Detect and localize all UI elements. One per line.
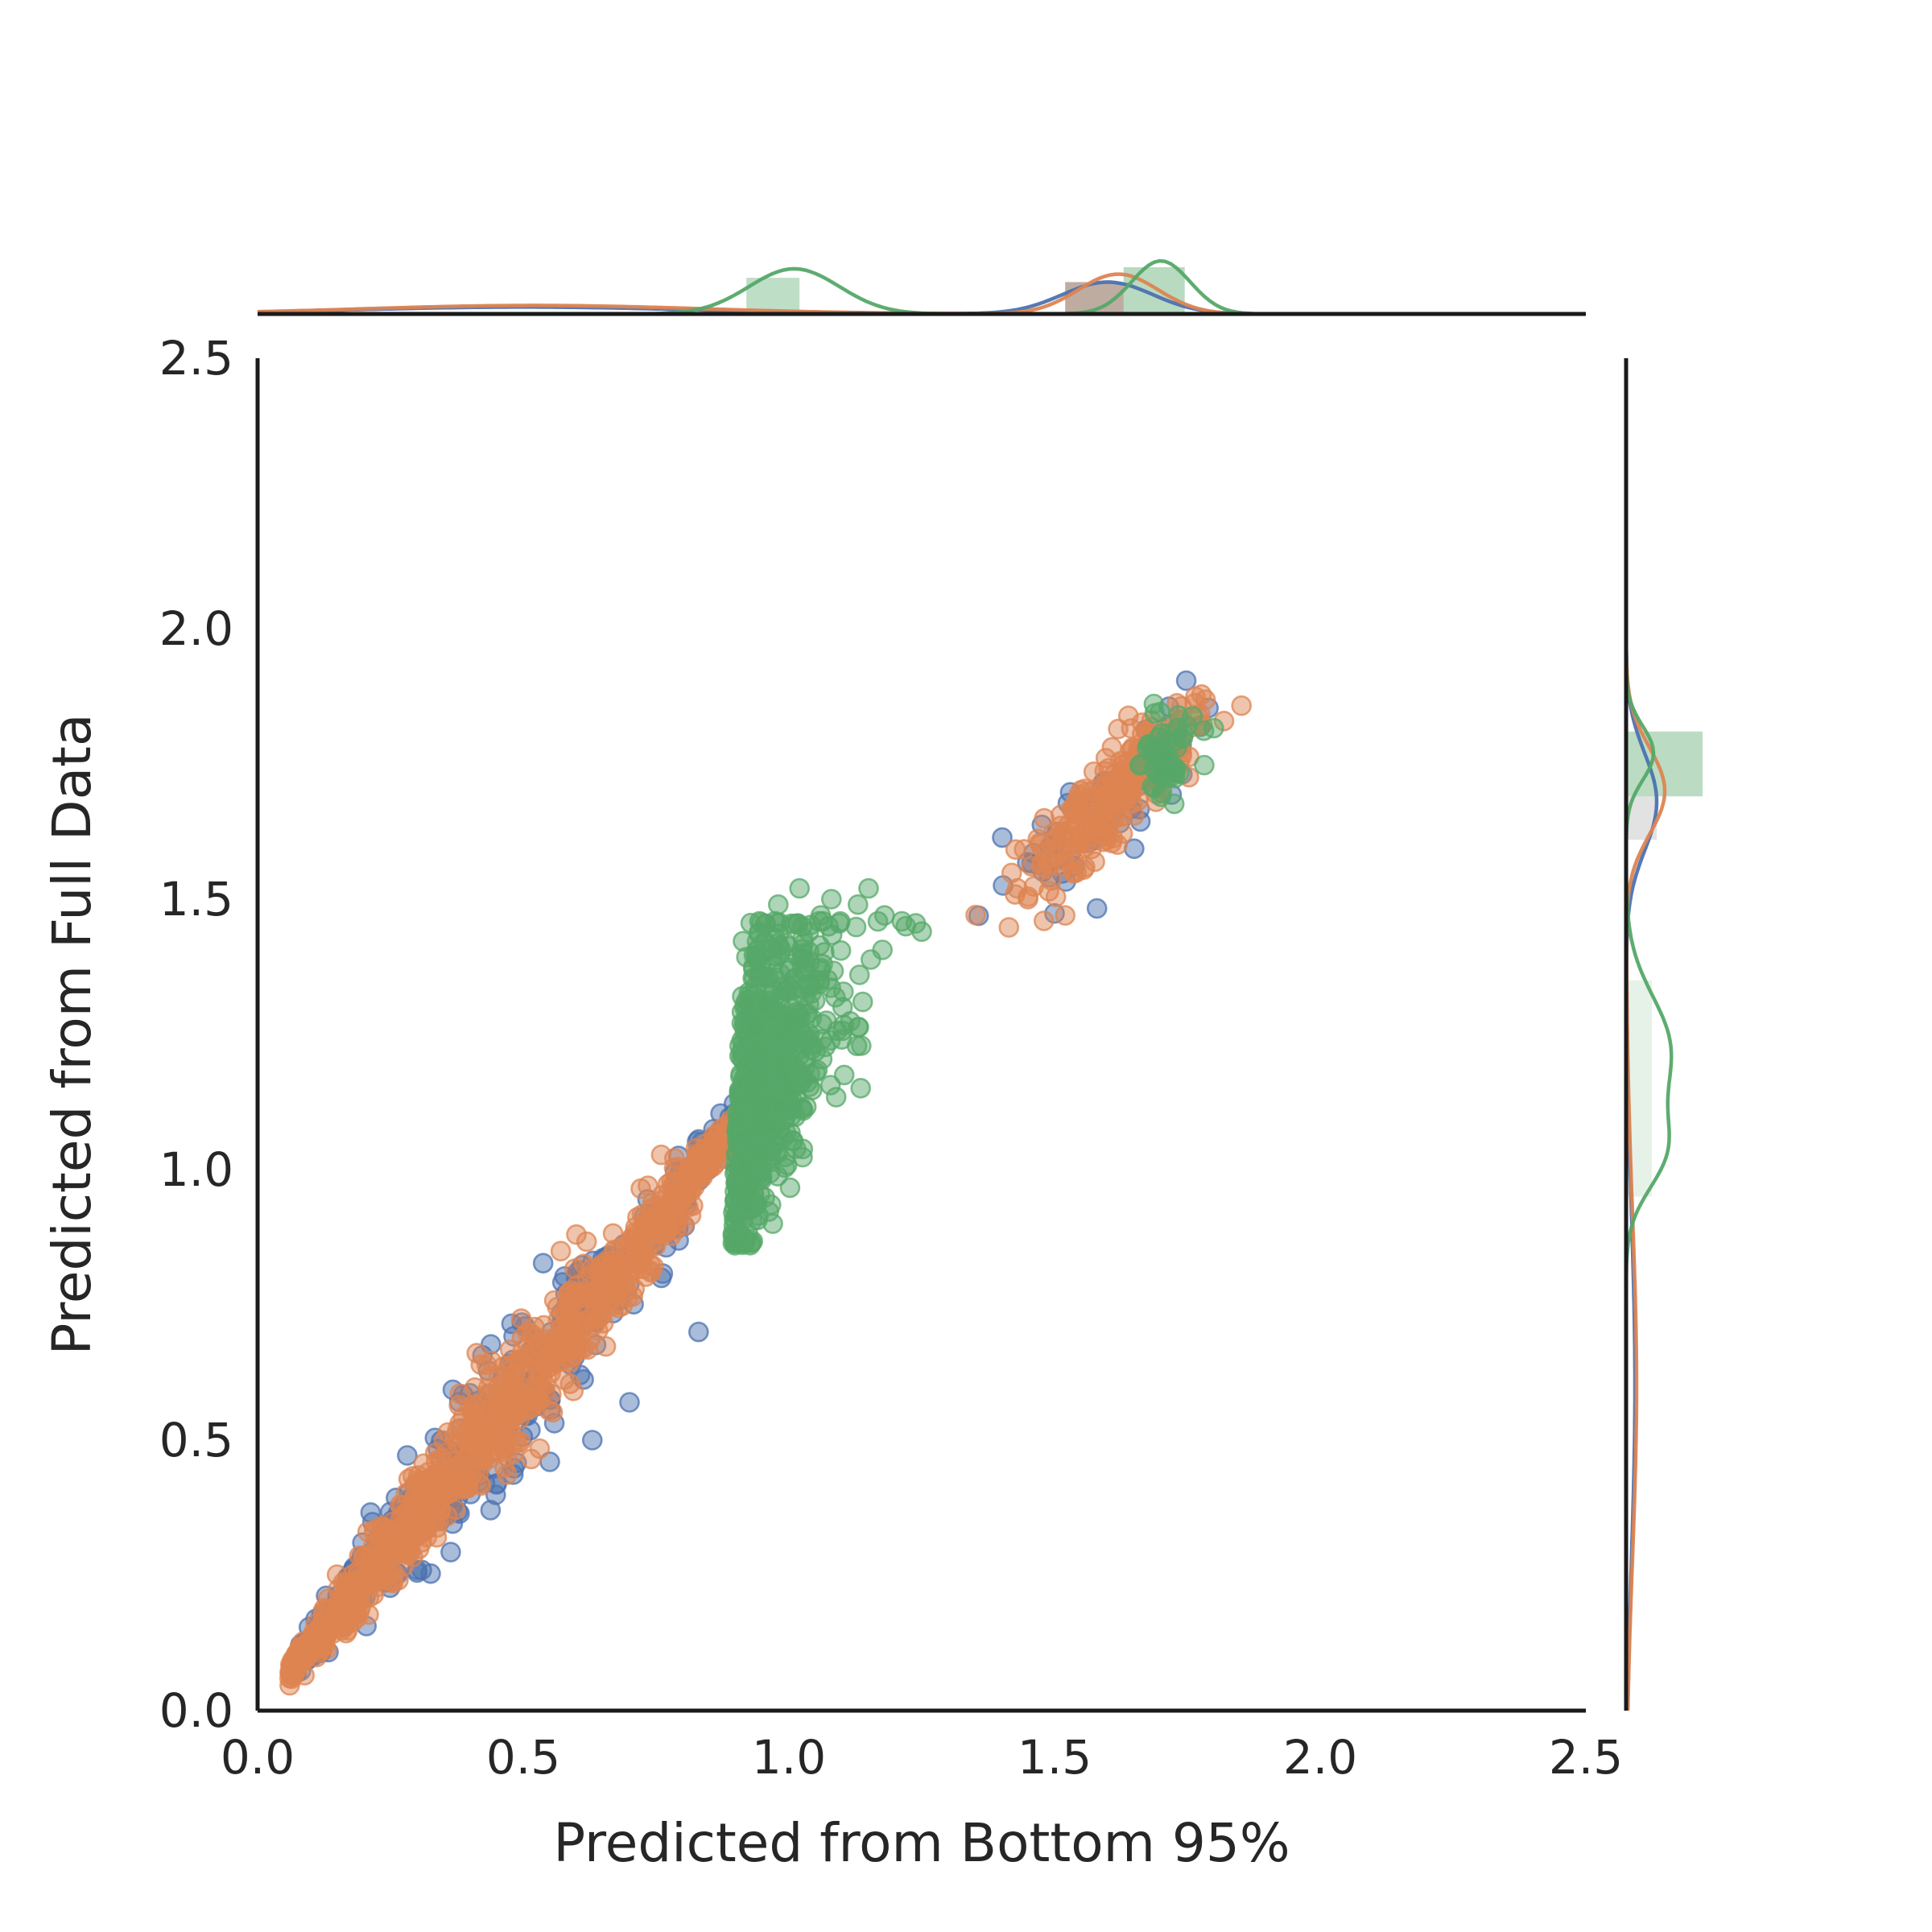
top-hist-bar (1123, 266, 1185, 314)
y-tick-label: 0.5 (159, 1413, 233, 1468)
y-tick-label: 1.0 (159, 1142, 233, 1197)
scatter-series-green (722, 693, 1224, 1256)
x-axis-label: Predicted from Bottom 95% (553, 1812, 1290, 1874)
x-tick-label: 2.5 (1549, 1730, 1623, 1785)
x-tick-label: 1.0 (752, 1730, 826, 1785)
y-axis-label: Predicted from Full Data (41, 714, 103, 1356)
x-tick-label: 1.5 (1018, 1730, 1092, 1785)
y-tick-label: 2.0 (159, 601, 233, 656)
y-tick-label: 1.5 (159, 872, 233, 927)
top-kde-series-blue (257, 280, 1586, 316)
scatter-series-orange (279, 683, 1252, 1696)
top-kde-series-orange (257, 272, 1586, 316)
x-tick-label: 2.0 (1283, 1730, 1357, 1785)
y-tick-label: 0.0 (159, 1683, 233, 1738)
y-tick-label: 2.5 (159, 331, 233, 386)
x-tick-label: 0.0 (221, 1730, 295, 1785)
x-tick-label: 0.5 (486, 1730, 560, 1785)
